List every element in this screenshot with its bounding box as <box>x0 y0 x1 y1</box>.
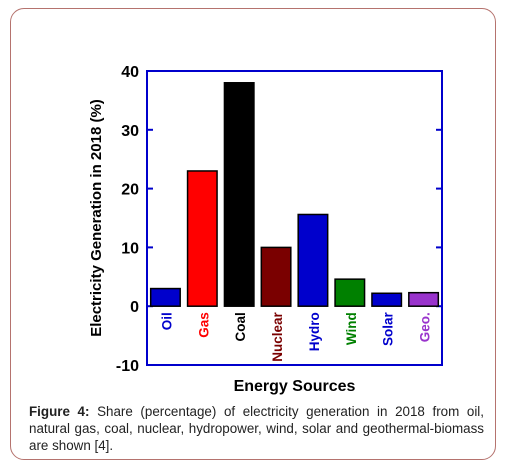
category-label-oil: Oil <box>159 312 174 330</box>
bar-coal <box>223 82 255 307</box>
bar-nuclear <box>260 246 292 307</box>
category-label-geo: Geo. <box>418 312 433 342</box>
plot-frame <box>146 70 443 366</box>
bars-layer <box>149 82 440 307</box>
bar-geo <box>408 291 440 307</box>
y-tick-label: 40 <box>121 64 139 81</box>
bar-solar <box>371 292 403 307</box>
category-labels-layer: Oil Gas Coal Nuclear Hydro Wind Solar Geo. <box>159 311 432 361</box>
bar-oil <box>149 287 181 307</box>
y-tick-label: 0 <box>130 299 139 316</box>
bar-chart: -10 0 10 20 30 40 Oil Gas Coal Nuclear Hydro Wind S… <box>88 64 443 395</box>
category-label-wind: Wind <box>344 312 359 345</box>
category-label-hydro: Hydro <box>307 312 322 351</box>
category-label-coal: Coal <box>233 312 248 341</box>
caption-text: Share (percentage) of electricity genera… <box>29 404 485 453</box>
y-tick-label: 20 <box>121 182 139 199</box>
category-label-solar: Solar <box>381 311 396 346</box>
figure-frame: -10 0 10 20 30 40 Oil Gas Coal Nuclear Hydro Wind S… <box>10 8 496 460</box>
category-label-nuclear: Nuclear <box>270 311 285 361</box>
y-tick-label: 10 <box>121 240 139 257</box>
category-label-gas: Gas <box>196 312 211 338</box>
bar-gas <box>186 170 218 307</box>
bar-wind <box>334 278 366 307</box>
bar-hydro <box>297 213 329 307</box>
y-tick-label: -10 <box>116 358 139 375</box>
x-axis-label: Energy Sources <box>234 378 356 395</box>
y-axis-label: Electricity Generation in 2018 (%) <box>88 99 105 337</box>
figure-caption: Figure 4: Share (percentage) of electric… <box>29 403 484 454</box>
y-tick-label: 30 <box>121 123 139 140</box>
chart-area: -10 0 10 20 30 40 Oil Gas Coal Nuclear Hydro Wind S… <box>77 27 449 395</box>
caption-label: Figure 4: <box>29 404 90 419</box>
